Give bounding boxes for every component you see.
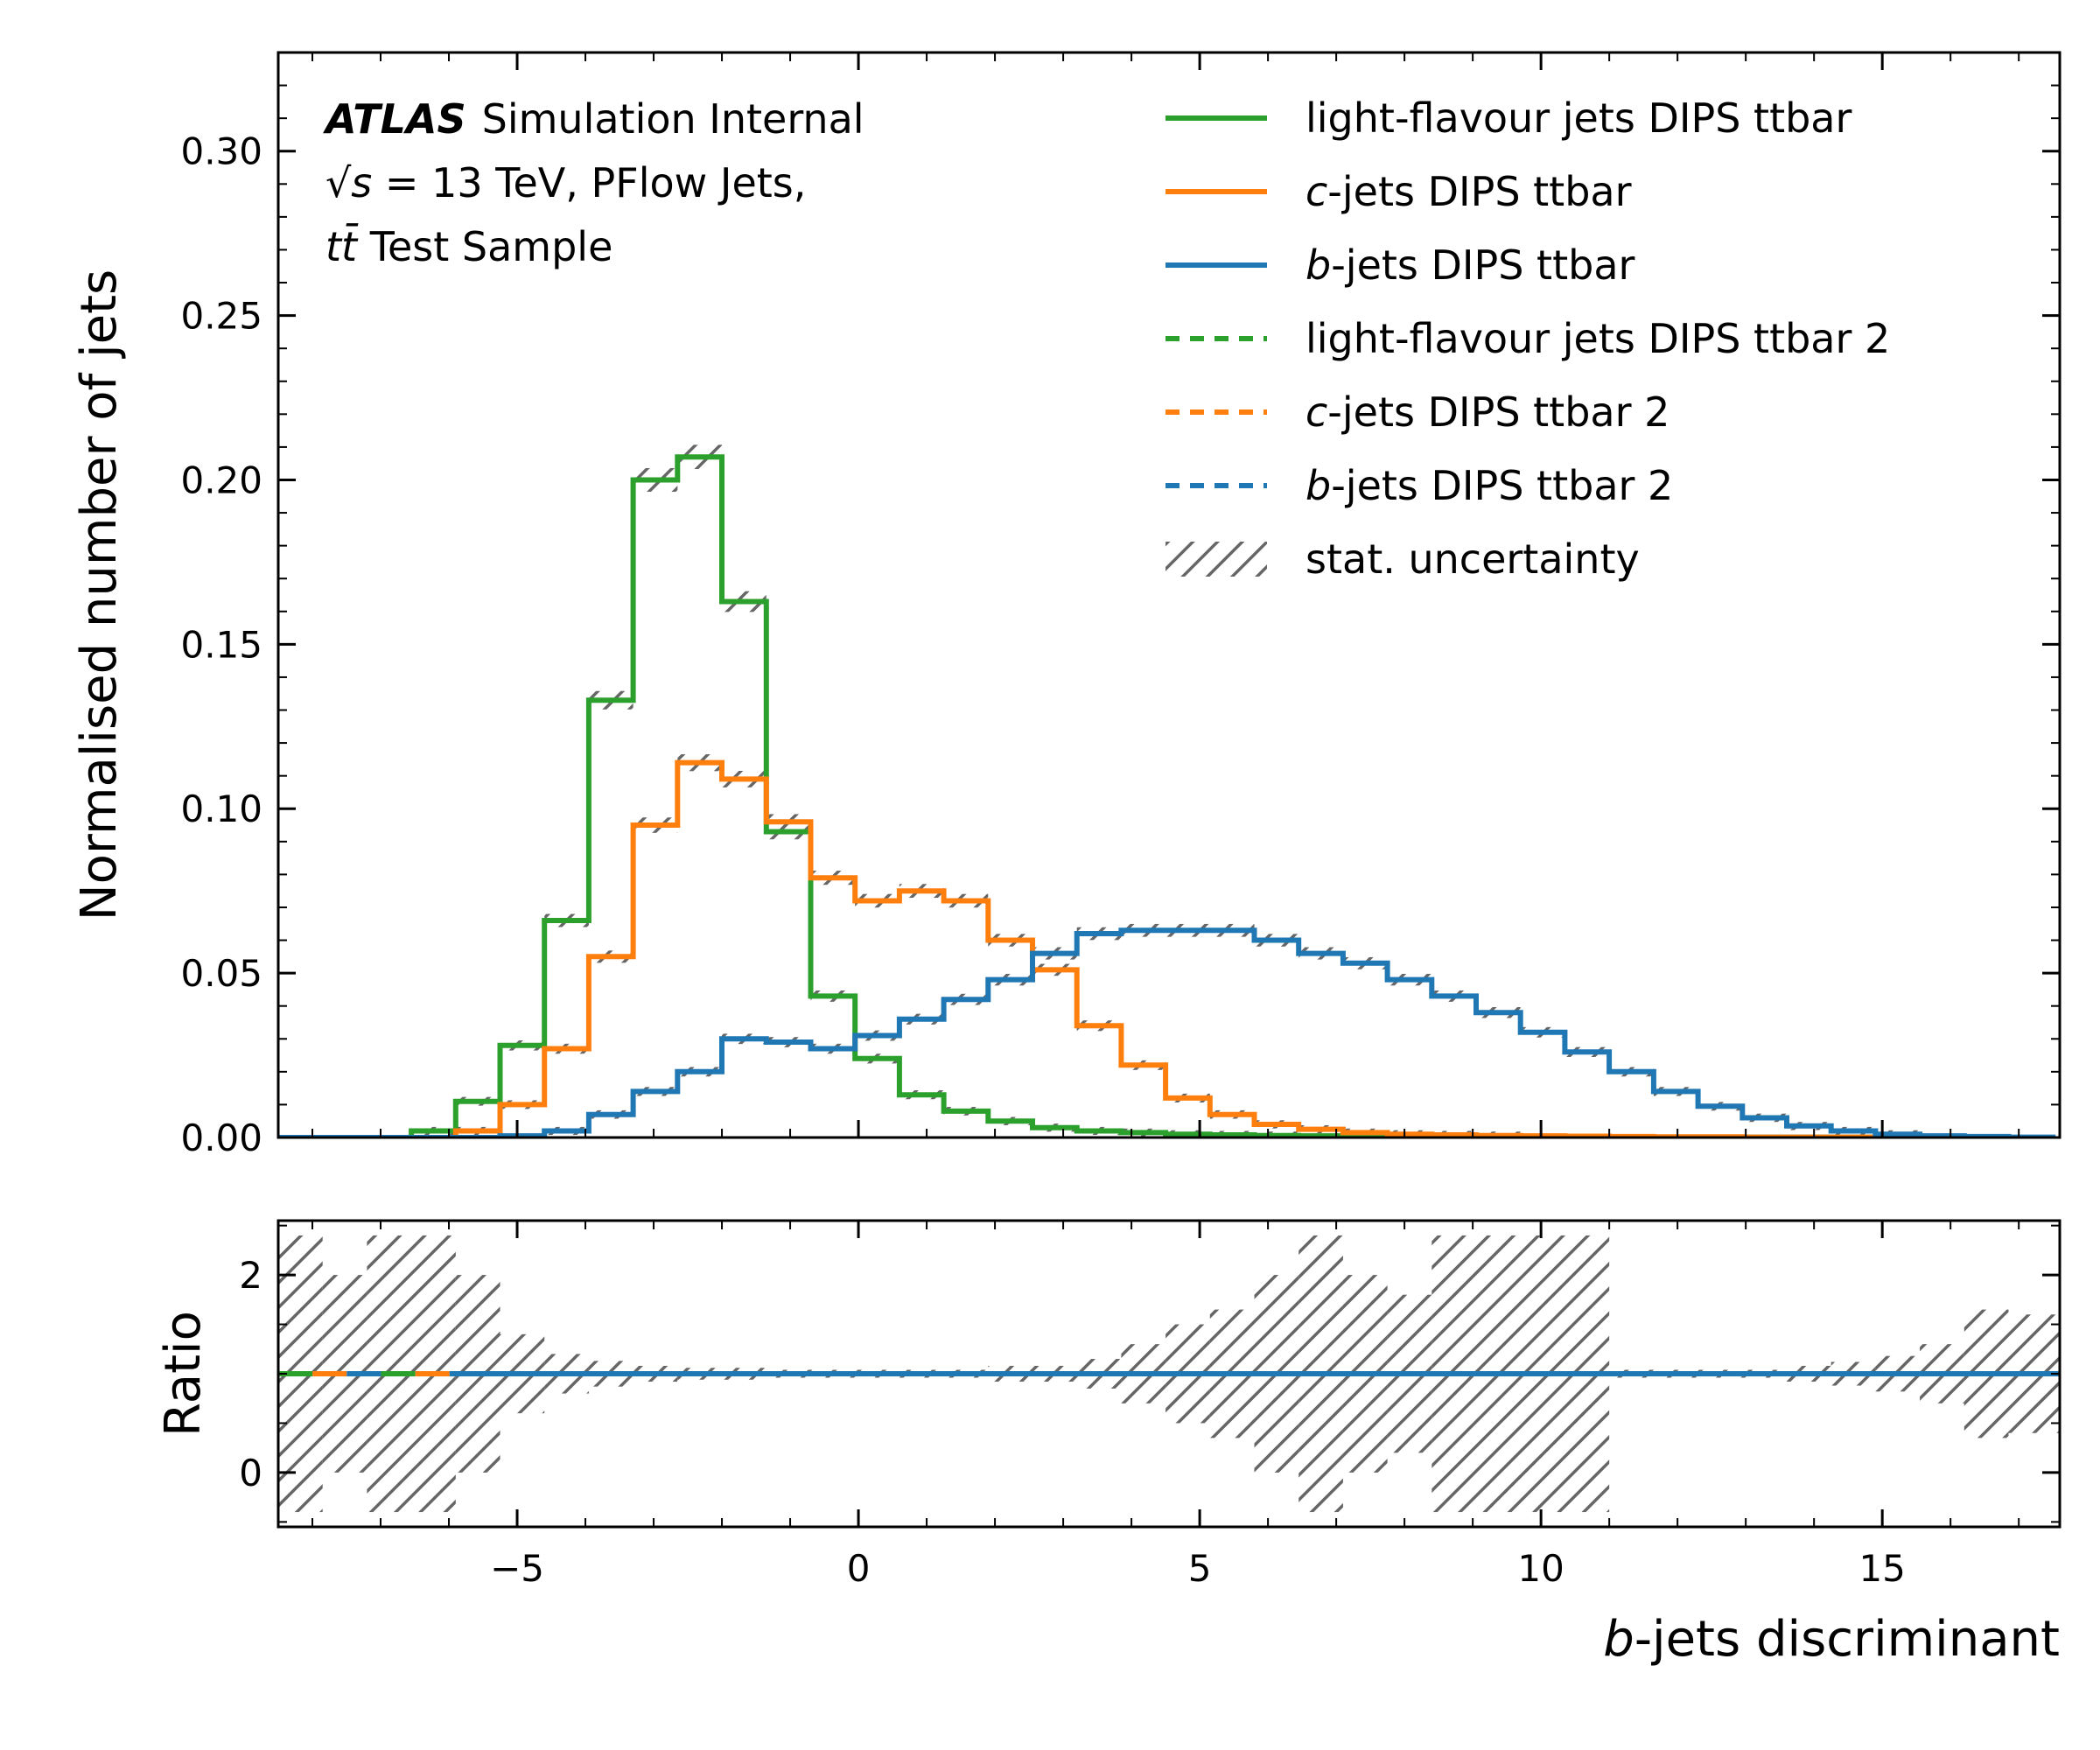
x-axis-title-italic: b [1603,1611,1634,1668]
x-tick-label: 0 [847,1547,871,1590]
legend-label-3: light-flavour jets DIPS ttbar 2 [1306,315,1890,362]
atlas-sqrt-s: √s [326,159,372,206]
main-plot-frame [276,51,2062,1139]
atlas-status: Simulation Internal [482,95,864,143]
svg-text:tt̄ Test Sample: tt̄ Test Sample [326,223,612,270]
y-tick-label: 0.05 [180,952,262,995]
y-tick-label: 0.25 [180,295,262,338]
legend-label-0: light-flavour jets DIPS ttbar [1306,94,1852,142]
ratio-y-axis-title: Ratio [155,1311,212,1437]
atlas-experiment: ATLAS [323,95,466,143]
main-ticks: 0.00 0.05 0.10 0.15 0.20 0.25 0.30 [180,52,2060,1159]
x-tick-label: 10 [1517,1547,1564,1590]
legend-label-5: b-jets DIPS ttbar 2 [1306,462,1673,509]
y-tick-label: 0.20 [180,458,262,501]
x-tick-label: 15 [1858,1547,1905,1590]
atlas-energy: = 13 TeV, PFlow Jets, [372,159,806,206]
x-tick-label: −5 [490,1547,544,1590]
atlas-label: ATLAS Simulation Internal √s = 13 TeV, PF… [323,95,864,270]
y-tick-label: 0.10 [180,788,262,830]
y-tick-label: 0.30 [180,130,262,173]
series-line-solid-2 [278,928,2056,1138]
legend-label-1: c-jets DIPS ttbar [1306,168,1632,215]
legend-label-4: c-jets DIPS ttbar 2 [1306,388,1670,436]
legend-swatch-uncertainty [1166,542,1267,577]
ratio-y-tick-label: 0 [239,1452,262,1494]
ratio-ticks: 0 2 −5 0 5 10 15 [239,1221,2060,1590]
legend-label-uncertainty: stat. uncertainty [1306,536,1640,583]
y-tick-label: 0.00 [180,1116,262,1159]
x-axis-title: b-jets discriminant [1603,1611,2060,1668]
svg-text:√s = 13 TeV, PFlow Jets,: √s = 13 TeV, PFlow Jets, [326,159,806,206]
x-axis-title-rest: -jets discriminant [1634,1611,2060,1668]
ratio-y-tick-label: 2 [239,1254,262,1297]
main-panel: 0.00 0.05 0.10 0.15 0.20 0.25 0.30 Normalised … [71,51,2062,1159]
ratio-panel: 0 2 −5 0 5 10 15 Ratio b-jets discriminant [155,1219,2062,1668]
main-y-axis-title: Normalised number of jets [71,270,128,920]
y-tick-label: 0.15 [180,623,262,666]
atlas-tt: tt̄ [326,223,359,270]
x-tick-label: 5 [1188,1547,1212,1590]
legend-label-2: b-jets DIPS ttbar [1306,242,1635,289]
atlas-sample: Test Sample [357,223,612,270]
legend: light-flavour jets DIPS ttbar c-jets DIPS… [1166,94,1890,583]
